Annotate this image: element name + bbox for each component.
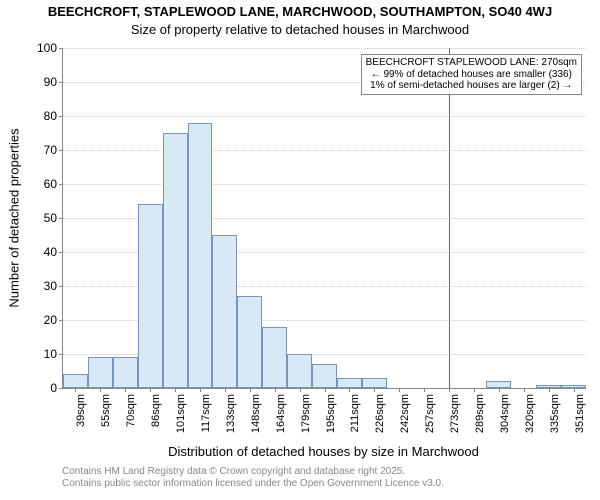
x-tick-label: 289sqm — [474, 394, 486, 433]
x-tick-mark — [574, 388, 575, 392]
callout-box: BEECHCROFT STAPLEWOOD LANE: 270sqm← 99% … — [361, 54, 582, 95]
x-tick-mark — [524, 388, 525, 392]
y-tick-label: 30 — [27, 279, 63, 293]
callout-line-text: ← 99% of detached houses are smaller (33… — [366, 69, 577, 81]
y-tick-label: 100 — [27, 41, 63, 55]
x-tick-mark — [300, 388, 301, 392]
x-tick-mark — [150, 388, 151, 392]
y-tick-label: 60 — [27, 177, 63, 191]
histogram-bar — [212, 235, 237, 388]
x-tick-label: 179sqm — [300, 394, 312, 433]
x-tick-mark — [325, 388, 326, 392]
y-tick-label: 90 — [27, 75, 63, 89]
x-tick-label: 117sqm — [200, 394, 212, 432]
x-tick-label: 273sqm — [449, 394, 461, 433]
gridline-h — [63, 48, 586, 49]
x-tick-label: 226sqm — [374, 394, 386, 433]
x-tick-label: 148sqm — [250, 394, 262, 433]
histogram-bar — [312, 364, 337, 388]
x-tick-mark — [125, 388, 126, 392]
plot-area: 010203040506070809010039sqm55sqm70sqm86s… — [62, 48, 586, 389]
chart-title: BEECHCROFT, STAPLEWOOD LANE, MARCHWOOD, … — [0, 4, 600, 19]
x-tick-mark — [374, 388, 375, 392]
histogram-bar — [262, 327, 287, 388]
gridline-h — [63, 116, 586, 117]
y-tick-label: 0 — [27, 381, 63, 395]
x-tick-label: 39sqm — [75, 394, 87, 427]
x-tick-mark — [424, 388, 425, 392]
x-tick-label: 55sqm — [100, 394, 112, 427]
attribution-footer: Contains HM Land Registry data © Crown c… — [62, 466, 444, 490]
y-tick-label: 20 — [27, 313, 63, 327]
gridline-h — [63, 184, 586, 185]
x-tick-mark — [449, 388, 450, 392]
y-tick-label: 40 — [27, 245, 63, 259]
y-tick-label: 70 — [27, 143, 63, 157]
x-tick-label: 70sqm — [125, 394, 137, 427]
x-tick-mark — [474, 388, 475, 392]
x-tick-mark — [549, 388, 550, 392]
y-tick-label: 80 — [27, 109, 63, 123]
callout-line-text: BEECHCROFT STAPLEWOOD LANE: 270sqm — [366, 57, 577, 69]
x-tick-label: 320sqm — [524, 394, 536, 433]
x-tick-label: 257sqm — [424, 394, 436, 433]
x-tick-mark — [499, 388, 500, 392]
x-tick-mark — [175, 388, 176, 392]
x-tick-label: 195sqm — [325, 394, 337, 433]
x-tick-mark — [75, 388, 76, 392]
histogram-bar — [486, 381, 511, 388]
x-tick-mark — [200, 388, 201, 392]
y-tick-label: 10 — [27, 347, 63, 361]
histogram-bar — [237, 296, 262, 388]
x-tick-label: 304sqm — [499, 394, 511, 433]
x-tick-label: 133sqm — [225, 394, 237, 433]
y-axis-label: Number of detached properties — [7, 128, 22, 307]
histogram-bar — [163, 133, 188, 388]
x-tick-label: 351sqm — [574, 394, 586, 433]
histogram-bar — [88, 357, 113, 388]
x-tick-label: 101sqm — [175, 394, 187, 433]
histogram-bar — [138, 204, 163, 388]
x-tick-label: 211sqm — [349, 394, 361, 432]
histogram-bar — [362, 378, 387, 388]
x-tick-mark — [399, 388, 400, 392]
footer-line-1: Contains HM Land Registry data © Crown c… — [62, 466, 444, 478]
footer-line-2: Contains public sector information licen… — [62, 478, 444, 490]
x-tick-label: 335sqm — [549, 394, 561, 433]
x-tick-label: 86sqm — [150, 394, 162, 427]
histogram-bar — [63, 374, 88, 388]
gridline-h — [63, 150, 586, 151]
x-tick-mark — [250, 388, 251, 392]
histogram-bar — [188, 123, 213, 388]
chart-subtitle: Size of property relative to detached ho… — [0, 22, 600, 37]
histogram-bar — [287, 354, 312, 388]
x-tick-label: 164sqm — [275, 394, 287, 433]
chart-root: BEECHCROFT, STAPLEWOOD LANE, MARCHWOOD, … — [0, 0, 600, 500]
x-tick-mark — [100, 388, 101, 392]
callout-line — [449, 48, 450, 388]
y-tick-label: 50 — [27, 211, 63, 225]
histogram-bar — [337, 378, 362, 388]
histogram-bar — [113, 357, 138, 388]
x-tick-mark — [349, 388, 350, 392]
x-tick-mark — [275, 388, 276, 392]
x-tick-label: 242sqm — [399, 394, 411, 433]
x-axis-label: Distribution of detached houses by size … — [62, 444, 585, 459]
callout-line-text: 1% of semi-detached houses are larger (2… — [366, 80, 577, 92]
x-tick-mark — [225, 388, 226, 392]
